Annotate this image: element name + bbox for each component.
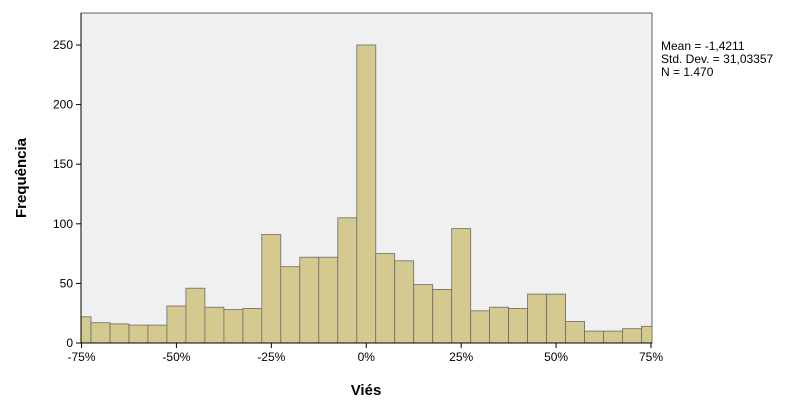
histogram-bar (80, 316, 92, 344)
x-tick-label: 0% (358, 350, 376, 364)
bar-group (80, 44, 653, 344)
histogram-bar (318, 256, 339, 344)
histogram-bar (413, 284, 434, 344)
histogram-bar (603, 330, 623, 344)
histogram-bar (223, 309, 244, 344)
histogram-bar (641, 325, 653, 344)
y-tick-group: 0 50 100 150 200 250 (53, 38, 81, 350)
histogram-bar (109, 323, 130, 344)
stat-std-dev: Std. Dev. = 31,03357 (661, 52, 774, 66)
y-tick-label: 0 (66, 336, 73, 350)
histogram-bar (337, 217, 358, 344)
x-tick-label: -25% (257, 350, 285, 364)
x-tick-label: 50% (544, 350, 568, 364)
histogram-bar (432, 288, 453, 344)
stat-mean: Mean = -1,4211 (661, 39, 745, 53)
histogram-bar (622, 328, 642, 344)
x-tick-label: -75% (67, 350, 95, 364)
statistics-box: Mean = -1,4211 Std. Dev. = 31,03357 N = … (661, 40, 773, 79)
histogram-bar (584, 330, 604, 344)
histogram-bar (527, 293, 547, 344)
x-tick-label: 25% (449, 350, 473, 364)
histogram-bar (394, 260, 415, 344)
y-tick-label: 250 (53, 38, 73, 52)
histogram-bar (261, 234, 282, 344)
histogram-bar (565, 321, 585, 344)
histogram-bar (508, 307, 529, 344)
y-axis-title: Frequência (13, 137, 30, 218)
histogram-bar (299, 256, 320, 344)
histogram-bar (546, 293, 566, 344)
histogram-bar (204, 306, 225, 344)
stat-n: N = 1.470 (661, 65, 714, 79)
histogram-bar (451, 228, 472, 344)
y-tick-label: 50 (60, 276, 74, 290)
histogram-bar (166, 305, 187, 344)
histogram-bar (128, 324, 149, 344)
x-tick-label: -50% (162, 350, 190, 364)
histogram-bar (489, 306, 510, 344)
histogram-bar (356, 44, 377, 344)
histogram-bar (375, 253, 396, 344)
histogram-bar (280, 266, 301, 344)
histogram-bar (242, 307, 263, 344)
x-tick-label: 75% (639, 350, 663, 364)
histogram-bar (147, 324, 168, 344)
y-tick-label: 150 (53, 157, 73, 171)
x-tick-group: -75% -50% -25% 0% 25% 50% 75% (67, 343, 663, 364)
histogram-bar (185, 287, 206, 344)
histogram-bar (90, 322, 111, 344)
y-tick-label: 200 (53, 98, 73, 112)
histogram-bar (470, 310, 491, 344)
y-tick-label: 100 (53, 217, 73, 231)
x-axis-title: Viés (351, 382, 382, 399)
